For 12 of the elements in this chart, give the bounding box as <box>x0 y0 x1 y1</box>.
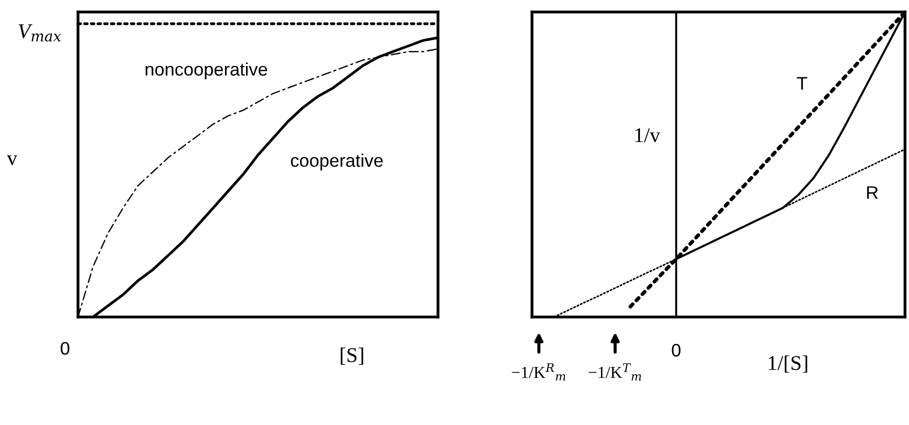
x-tick-label: −1/K$^{T}$$_{m}$ <box>588 363 642 380</box>
text: 0 <box>60 342 70 355</box>
ref-line-label: V$_{max}$ <box>18 24 62 42</box>
series-label: noncooperative <box>146 62 268 80</box>
x-tick-label: −1/K$^{R}$$_{m}$ <box>512 363 566 380</box>
series-label: T <box>796 77 808 90</box>
y-axis-title: v <box>6 155 18 166</box>
series-label: R <box>867 186 878 199</box>
x-axis-title: 1/[S] <box>768 355 808 373</box>
y-axis-title: 1/v <box>635 128 660 142</box>
x-axis-title: [S] <box>340 348 364 365</box>
series-label: cooperative <box>290 154 383 170</box>
